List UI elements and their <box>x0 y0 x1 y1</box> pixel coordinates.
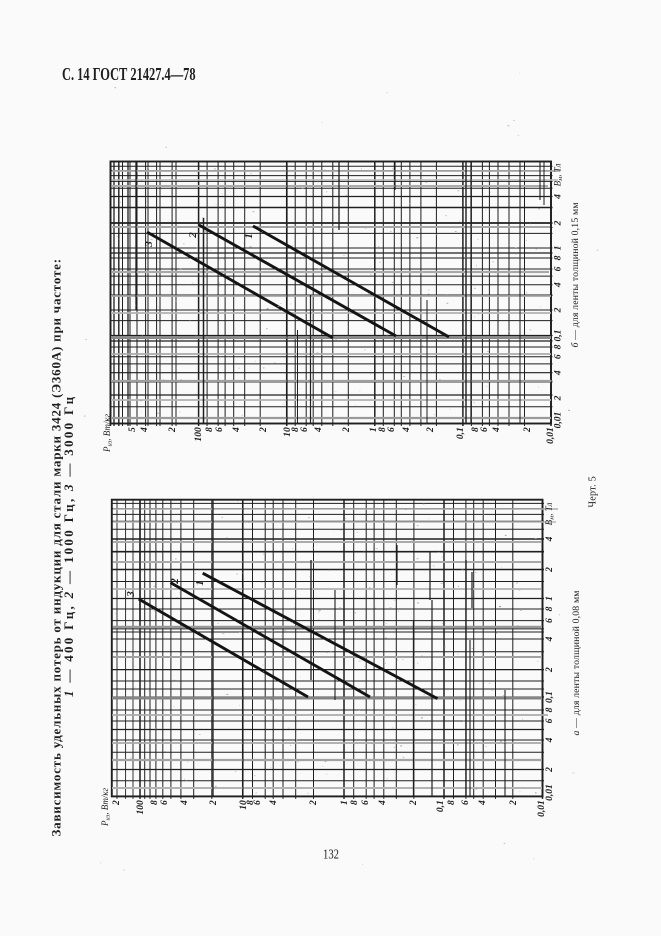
svg-text:Риз, Вт/кг: Риз, Вт/кг <box>100 787 112 827</box>
svg-text:8: 8 <box>205 427 215 432</box>
svg-text:6: 6 <box>215 427 225 432</box>
svg-text:8: 8 <box>471 427 481 432</box>
svg-text:1: 1 <box>243 233 255 239</box>
svg-text:Зависимость удельных потерь от: Зависимость удельных потерь от индукции … <box>49 258 64 836</box>
svg-text:2: 2 <box>554 220 564 226</box>
svg-text:8: 8 <box>554 344 564 349</box>
svg-text:2: 2 <box>545 767 555 773</box>
svg-text:2: 2 <box>259 427 269 433</box>
svg-text:100: 100 <box>194 427 204 442</box>
svg-text:8: 8 <box>246 800 256 805</box>
svg-text:132: 132 <box>323 846 339 862</box>
svg-text:Вм, Тл: Вм, Тл <box>544 503 556 526</box>
svg-text:4: 4 <box>269 800 279 806</box>
svg-text:2: 2 <box>169 578 181 585</box>
svg-text:4: 4 <box>545 636 555 642</box>
svg-text:6: 6 <box>461 800 471 805</box>
svg-text:2: 2 <box>554 395 564 401</box>
svg-text:0,01: 0,01 <box>537 800 547 817</box>
svg-text:6: 6 <box>545 718 555 723</box>
svg-text:С. 14 ГОСТ 21427.4—78: С. 14 ГОСТ 21427.4—78 <box>62 65 196 85</box>
svg-text:4: 4 <box>402 427 412 433</box>
svg-text:0,01: 0,01 <box>546 427 556 444</box>
svg-text:3: 3 <box>125 591 137 598</box>
svg-text:10: 10 <box>283 427 293 437</box>
svg-text:Риз, Вт/кг: Риз, Вт/кг <box>102 413 114 453</box>
svg-text:2: 2 <box>523 427 533 433</box>
svg-text:6: 6 <box>387 427 397 432</box>
svg-text:6: 6 <box>480 427 490 432</box>
svg-text:Вм, Тл: Вм, Тл <box>553 164 565 187</box>
svg-text:8: 8 <box>291 427 301 432</box>
svg-text:а — для ленты толщиной 0,08 мм: а — для ленты толщиной 0,08 мм <box>571 590 582 735</box>
svg-text:2: 2 <box>112 800 122 806</box>
svg-text:6: 6 <box>300 427 310 432</box>
svg-text:2: 2 <box>342 427 352 433</box>
svg-text:4: 4 <box>180 800 190 806</box>
svg-text:2: 2 <box>426 427 436 433</box>
svg-text:4: 4 <box>492 427 502 433</box>
svg-text:8: 8 <box>554 255 564 260</box>
svg-text:5: 5 <box>128 427 138 432</box>
svg-text:0,1: 0,1 <box>436 800 446 812</box>
svg-text:2: 2 <box>409 800 419 806</box>
svg-text:6: 6 <box>554 266 564 271</box>
svg-text:2: 2 <box>168 427 178 433</box>
svg-text:4: 4 <box>545 536 555 542</box>
svg-text:6: 6 <box>554 354 564 359</box>
svg-text:100: 100 <box>136 800 146 815</box>
svg-text:1: 1 <box>545 596 555 601</box>
svg-text:4: 4 <box>545 737 555 743</box>
svg-text:0,1: 0,1 <box>545 691 555 703</box>
svg-text:2: 2 <box>309 800 319 806</box>
svg-text:0,1: 0,1 <box>456 427 466 439</box>
svg-text:4: 4 <box>140 427 150 433</box>
svg-text:2: 2 <box>187 232 199 239</box>
svg-text:1: 1 <box>369 427 379 432</box>
svg-text:6: 6 <box>361 800 371 805</box>
svg-text:2: 2 <box>554 307 564 313</box>
svg-text:3: 3 <box>143 241 155 248</box>
svg-text:1: 1 <box>194 580 206 586</box>
svg-text:6: 6 <box>160 800 170 805</box>
svg-text:8: 8 <box>545 707 555 712</box>
svg-text:8: 8 <box>447 800 457 805</box>
svg-text:2: 2 <box>545 667 555 673</box>
svg-text:8: 8 <box>150 800 160 805</box>
svg-text:2: 2 <box>209 800 219 806</box>
svg-text:4: 4 <box>314 427 324 433</box>
svg-text:0,01: 0,01 <box>554 412 564 429</box>
svg-text:4: 4 <box>478 800 488 806</box>
svg-text:8: 8 <box>378 427 388 432</box>
svg-text:2: 2 <box>545 567 555 573</box>
svg-text:0,01: 0,01 <box>545 784 555 801</box>
svg-text:1: 1 <box>554 246 564 251</box>
svg-text:4: 4 <box>554 194 564 200</box>
svg-text:4: 4 <box>232 427 242 433</box>
svg-text:10: 10 <box>239 800 249 810</box>
svg-text:б — для ленты толщиной 0,15 мм: б — для ленты толщиной 0,15 мм <box>570 202 581 347</box>
svg-text:4: 4 <box>554 370 564 376</box>
svg-text:1 — 400 Гц, 2 — 1000 Гц, 3 — 3: 1 — 400 Гц, 2 — 1000 Гц, 3 — 3000 Гц <box>61 395 76 697</box>
svg-text:2: 2 <box>509 800 519 806</box>
svg-text:0,1: 0,1 <box>554 330 564 342</box>
svg-text:4: 4 <box>554 282 564 288</box>
svg-text:4: 4 <box>378 800 388 806</box>
svg-text:Черт. 5: Черт. 5 <box>588 476 599 508</box>
svg-text:1: 1 <box>340 800 350 805</box>
svg-text:6: 6 <box>253 800 263 805</box>
svg-text:6: 6 <box>545 618 555 623</box>
svg-text:8: 8 <box>350 800 360 805</box>
svg-text:8: 8 <box>545 606 555 611</box>
